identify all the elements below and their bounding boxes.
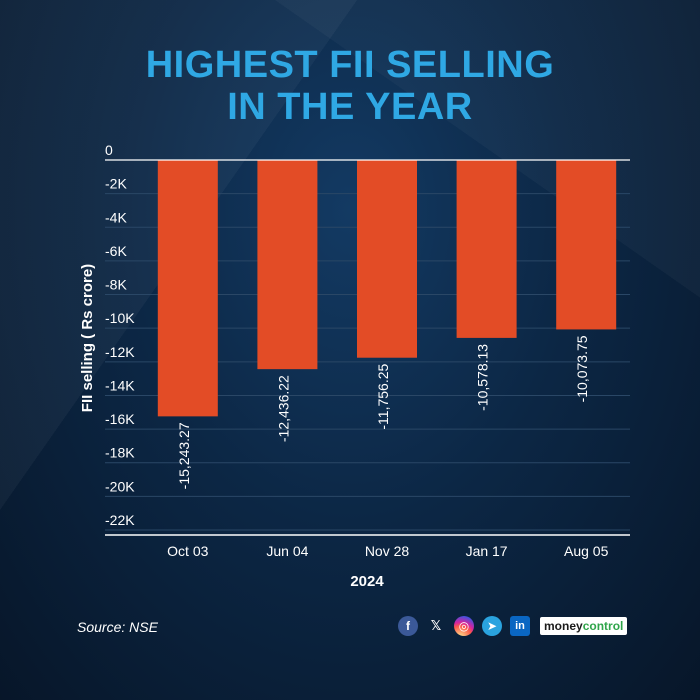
data-label: -11,756.25 [375, 364, 391, 430]
y-tick-label: -6K [105, 243, 127, 259]
y-tick-label: -8K [105, 277, 127, 293]
data-label: -15,243.27 [176, 422, 192, 489]
y-tick-label: -12K [105, 344, 135, 360]
bar [357, 160, 417, 358]
y-tick-label: -14K [105, 377, 135, 393]
facebook-icon[interactable]: f [398, 616, 418, 636]
x-axis-title: 2024 [350, 573, 384, 590]
moneycontrol-logo: money control [540, 617, 628, 635]
y-axis-title: FII selling ( Rs crore) [79, 264, 96, 412]
y-tick-label: -10K [105, 310, 135, 326]
brand-text-money: money [544, 619, 583, 633]
x-tick-label: Aug 05 [564, 543, 609, 559]
x-tick-label: Jun 04 [266, 543, 308, 559]
x-tick-label: Nov 28 [365, 543, 410, 559]
y-tick-label: -18K [105, 445, 135, 461]
source-note: Source: NSE [77, 619, 158, 635]
y-tick-label: -4K [105, 209, 127, 225]
bar [257, 160, 318, 370]
chart-title-line-1: HIGHEST FII SELLING [145, 44, 555, 86]
y-tick-label: 0 [105, 142, 113, 158]
x-tick-label: Jan 17 [466, 543, 508, 559]
brand-text-control: control [582, 619, 624, 633]
bar [556, 160, 617, 330]
y-tick-label: -22K [105, 512, 135, 528]
data-label: -10,578.13 [475, 344, 491, 411]
y-tick-label: -2K [105, 176, 127, 192]
instagram-icon[interactable]: ◎ [454, 616, 474, 636]
data-label: -10,073.75 [574, 335, 590, 402]
bar [157, 160, 218, 417]
data-label: -12,436.22 [275, 375, 291, 442]
bar [456, 160, 517, 338]
chart-title-line-2: IN THE YEAR [227, 86, 473, 128]
linkedin-icon[interactable]: in [510, 616, 530, 636]
y-tick-label: -20K [105, 478, 135, 494]
y-tick-label: -16K [105, 411, 135, 427]
chart-title: HIGHEST FII SELLING IN THE YEAR [0, 44, 700, 128]
x-tick-label: Oct 03 [167, 543, 208, 559]
telegram-icon[interactable]: ➤ [482, 616, 502, 636]
social-icons: f 𝕏 ◎ ➤ in [398, 616, 538, 636]
x-icon[interactable]: 𝕏 [430, 618, 442, 633]
